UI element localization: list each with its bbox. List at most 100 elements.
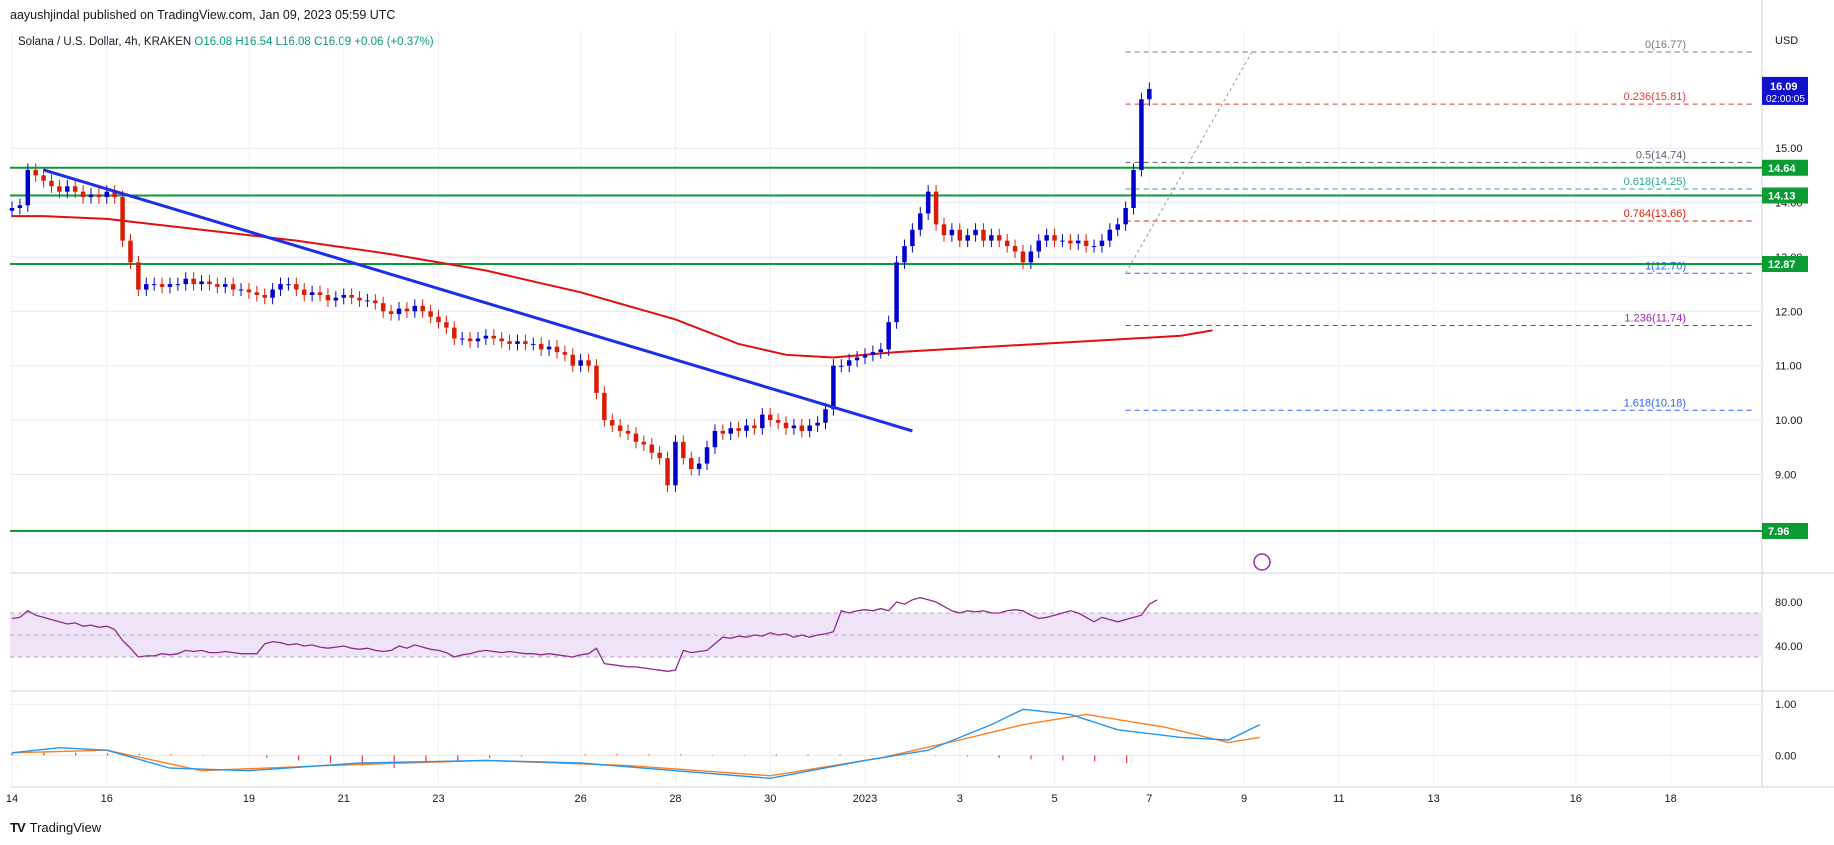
- currency-label: USD: [1775, 35, 1798, 47]
- candle-body: [1036, 240, 1042, 252]
- candle-body: [625, 430, 631, 434]
- x-tick-label: 9: [1241, 793, 1247, 805]
- candle-body: [207, 281, 212, 285]
- candle-body: [199, 281, 204, 285]
- candle-body: [222, 284, 228, 287]
- candle-body: [1139, 99, 1144, 170]
- x-tick-label: 16: [1570, 793, 1582, 805]
- candle-body: [459, 338, 465, 340]
- published-by-text: aayushjindal published on TradingView.co…: [10, 8, 396, 22]
- candle-body: [815, 422, 820, 426]
- fib-level-label: 1.236(11.74): [1624, 312, 1686, 324]
- candle-body: [1075, 240, 1081, 244]
- ohlc-low: L16.08: [275, 36, 311, 48]
- candle-body: [333, 297, 339, 301]
- candle-body: [1012, 246, 1018, 252]
- candle-body: [989, 235, 994, 241]
- candle-body: [365, 300, 370, 302]
- candle-body: [57, 186, 62, 192]
- candle-body: [1060, 240, 1065, 242]
- lightning-icon: [1253, 553, 1271, 571]
- candle-body: [902, 246, 907, 263]
- candle-body: [120, 197, 125, 241]
- candle-body: [965, 235, 970, 241]
- candle-body: [17, 205, 23, 208]
- candle-body: [586, 360, 591, 366]
- macd-tick-label: 1.00: [1775, 699, 1796, 711]
- rsi-band: [10, 613, 1762, 657]
- candle-body: [791, 425, 797, 429]
- candle-body: [657, 452, 662, 459]
- support-price-tag: [1762, 187, 1808, 204]
- x-tick-label: 13: [1428, 793, 1440, 805]
- tradingview-footer[interactable]: TV TradingView: [10, 820, 101, 835]
- candle-body: [941, 224, 947, 236]
- candle-body: [807, 425, 812, 431]
- candle-body: [546, 346, 552, 350]
- candle-body: [420, 305, 425, 312]
- candle-body: [633, 433, 639, 442]
- candle-body: [175, 284, 181, 286]
- candle-body: [341, 295, 346, 298]
- candle-body: [688, 458, 694, 469]
- moving-average-line: [12, 215, 1213, 359]
- rsi-tick-label: 80.00: [1775, 597, 1803, 609]
- tradingview-brand: TradingView: [29, 820, 102, 835]
- x-tick-label: 3: [957, 793, 963, 805]
- candle-body: [839, 365, 844, 367]
- candle-body: [254, 292, 260, 295]
- fib-level-label: 0.5(14.74): [1636, 149, 1686, 161]
- candle-body: [594, 365, 599, 393]
- x-tick-label: 30: [764, 793, 776, 805]
- candle-body: [309, 292, 315, 295]
- candle-body: [262, 295, 267, 298]
- x-tick-label: 26: [575, 793, 587, 805]
- candle-body: [925, 191, 931, 214]
- countdown-label: 02:00:05: [1766, 94, 1805, 105]
- rsi-line: [11, 596, 1158, 672]
- candle-body: [760, 414, 765, 429]
- candle-body: [65, 186, 70, 192]
- x-tick-label: 23: [432, 793, 444, 805]
- macd-signal-line: [11, 713, 1261, 777]
- candle-body: [270, 289, 275, 298]
- candle-body: [673, 441, 678, 486]
- fib-level-label: 0.236(15.81): [1624, 91, 1686, 103]
- bearish-trendline: [43, 168, 913, 433]
- fib-level-label: 1.618(10.18): [1624, 397, 1686, 409]
- candle-body: [499, 338, 504, 342]
- candle-body: [96, 194, 102, 198]
- candle-body: [933, 191, 939, 225]
- macd-tick-label: 0.00: [1775, 750, 1796, 762]
- support-price-tag: [1762, 522, 1808, 539]
- candle-body: [602, 392, 607, 421]
- candle-body: [72, 186, 78, 192]
- y-tick-label: 11.00: [1775, 361, 1802, 373]
- candle-body: [1004, 240, 1010, 247]
- candle-body: [167, 284, 173, 287]
- candle-body: [33, 169, 38, 176]
- candle-body: [25, 169, 31, 206]
- candle-body: [854, 357, 860, 361]
- candle-body: [112, 191, 117, 198]
- candle-body: [981, 229, 986, 241]
- candle-body: [570, 354, 576, 366]
- candle-body: [9, 208, 15, 211]
- candle-body: [246, 289, 252, 293]
- candle-body: [1131, 169, 1136, 208]
- candle-body: [80, 191, 86, 198]
- price-change: +0.06 (+0.37%): [354, 36, 434, 48]
- candle-body: [507, 341, 512, 344]
- candle-body: [183, 278, 189, 285]
- support-price-tag: [1762, 256, 1808, 273]
- support-price-label: 14.64: [1768, 163, 1796, 175]
- support-price-label: 7.96: [1768, 526, 1789, 538]
- candle-body: [1099, 240, 1105, 247]
- y-tick-label: 15.00: [1775, 143, 1803, 155]
- candle-body: [973, 229, 978, 236]
- candle-body: [49, 180, 54, 187]
- candle-body: [957, 229, 963, 241]
- candle-body: [301, 289, 307, 295]
- x-tick-label: 2023: [853, 793, 877, 805]
